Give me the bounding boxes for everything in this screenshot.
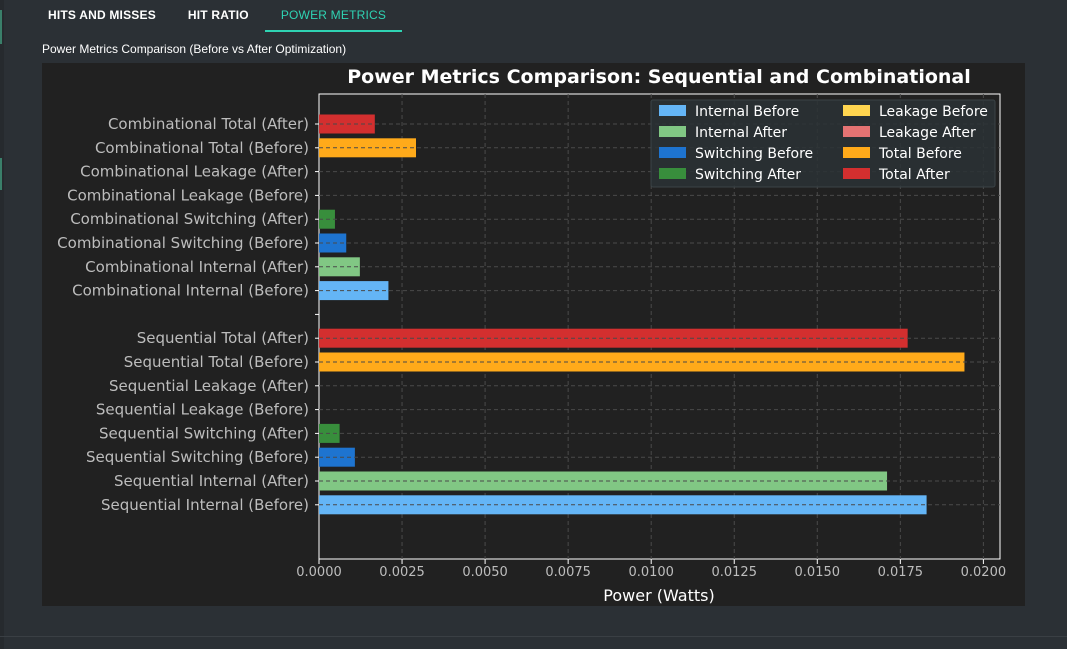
page-subtitle: Power Metrics Comparison (Before vs Afte…: [42, 42, 347, 56]
plot-frame: [318, 93, 1001, 560]
y-tick-label: Sequential Leakage (After): [109, 377, 309, 395]
legend-label: Total After: [878, 167, 950, 183]
bar: [319, 233, 347, 253]
legend-label: Internal After: [695, 125, 787, 141]
x-tick-label: 0.0150: [795, 565, 841, 580]
legend-label: Internal Before: [695, 104, 799, 120]
legend-swatch: [843, 126, 870, 137]
x-tick-label: 0.0025: [379, 565, 425, 580]
y-tick-label: Combinational Switching (Before): [57, 234, 309, 252]
y-tick-label: Sequential Internal (After): [114, 472, 309, 490]
legend-label: Leakage Before: [879, 104, 988, 120]
legend-swatch: [843, 105, 870, 116]
x-axis-label: Power (Watts): [603, 586, 714, 605]
power-metrics-chart: Power Metrics Comparison: Sequential and…: [57, 66, 1007, 605]
tab-bar: HITS AND MISSES HIT RATIO POWER METRICS: [32, 0, 403, 32]
y-tick-label: Combinational Total (After): [108, 115, 309, 133]
y-tick-label: Sequential Total (Before): [124, 353, 309, 371]
y-tick-label: Combinational Total (Before): [95, 139, 309, 157]
legend-label: Switching Before: [695, 146, 813, 162]
legend-swatch: [659, 147, 686, 158]
x-tick-label: 0.0050: [462, 565, 508, 580]
y-tick-label: Combinational Leakage (After): [80, 163, 309, 181]
left-accent-mark: [0, 10, 2, 44]
x-tick-label: 0.0200: [961, 565, 1007, 580]
legend-swatch: [659, 168, 686, 179]
legend-swatch: [843, 147, 870, 158]
x-tick-label: 0.0125: [711, 565, 757, 580]
legend-label: Total Before: [878, 146, 962, 162]
y-tick-label: Sequential Switching (Before): [86, 448, 309, 466]
y-tick-label: Combinational Internal (After): [85, 258, 309, 276]
y-tick-label: Sequential Internal (Before): [101, 496, 309, 514]
footer-divider: [0, 636, 1067, 637]
legend-label: Leakage After: [879, 125, 976, 141]
bar: [319, 257, 360, 277]
left-accent-mark: [0, 158, 2, 190]
legend-box: [650, 99, 996, 188]
tab-hits-and-misses[interactable]: HITS AND MISSES: [48, 8, 156, 22]
y-tick-label: Combinational Internal (Before): [72, 282, 309, 300]
bar: [319, 471, 888, 491]
y-tick-label: Combinational Switching (After): [70, 210, 309, 228]
y-tick-label: Sequential Switching (After): [99, 424, 309, 442]
chart-title: Power Metrics Comparison: Sequential and…: [347, 66, 971, 88]
bar: [319, 138, 417, 158]
y-tick-label: Sequential Total (After): [137, 329, 309, 347]
legend-label: Switching After: [695, 167, 801, 183]
tab-power-metrics[interactable]: POWER METRICS: [264, 0, 403, 32]
x-tick-label: 0.0100: [628, 565, 674, 580]
bar: [319, 281, 389, 301]
y-tick-label: Sequential Leakage (Before): [96, 401, 309, 419]
y-tick-label: Combinational Leakage (Before): [67, 186, 309, 204]
legend-swatch: [659, 105, 686, 116]
chart-panel: Power Metrics Comparison: Sequential and…: [42, 63, 1025, 606]
bar: [319, 114, 375, 134]
legend-swatch: [659, 126, 686, 137]
tab-hit-ratio[interactable]: HIT RATIO: [187, 8, 249, 22]
x-tick-label: 0.0000: [296, 565, 342, 580]
x-tick-label: 0.0175: [878, 565, 924, 580]
legend-swatch: [843, 168, 870, 179]
left-edge: [0, 0, 4, 649]
x-tick-label: 0.0075: [545, 565, 591, 580]
